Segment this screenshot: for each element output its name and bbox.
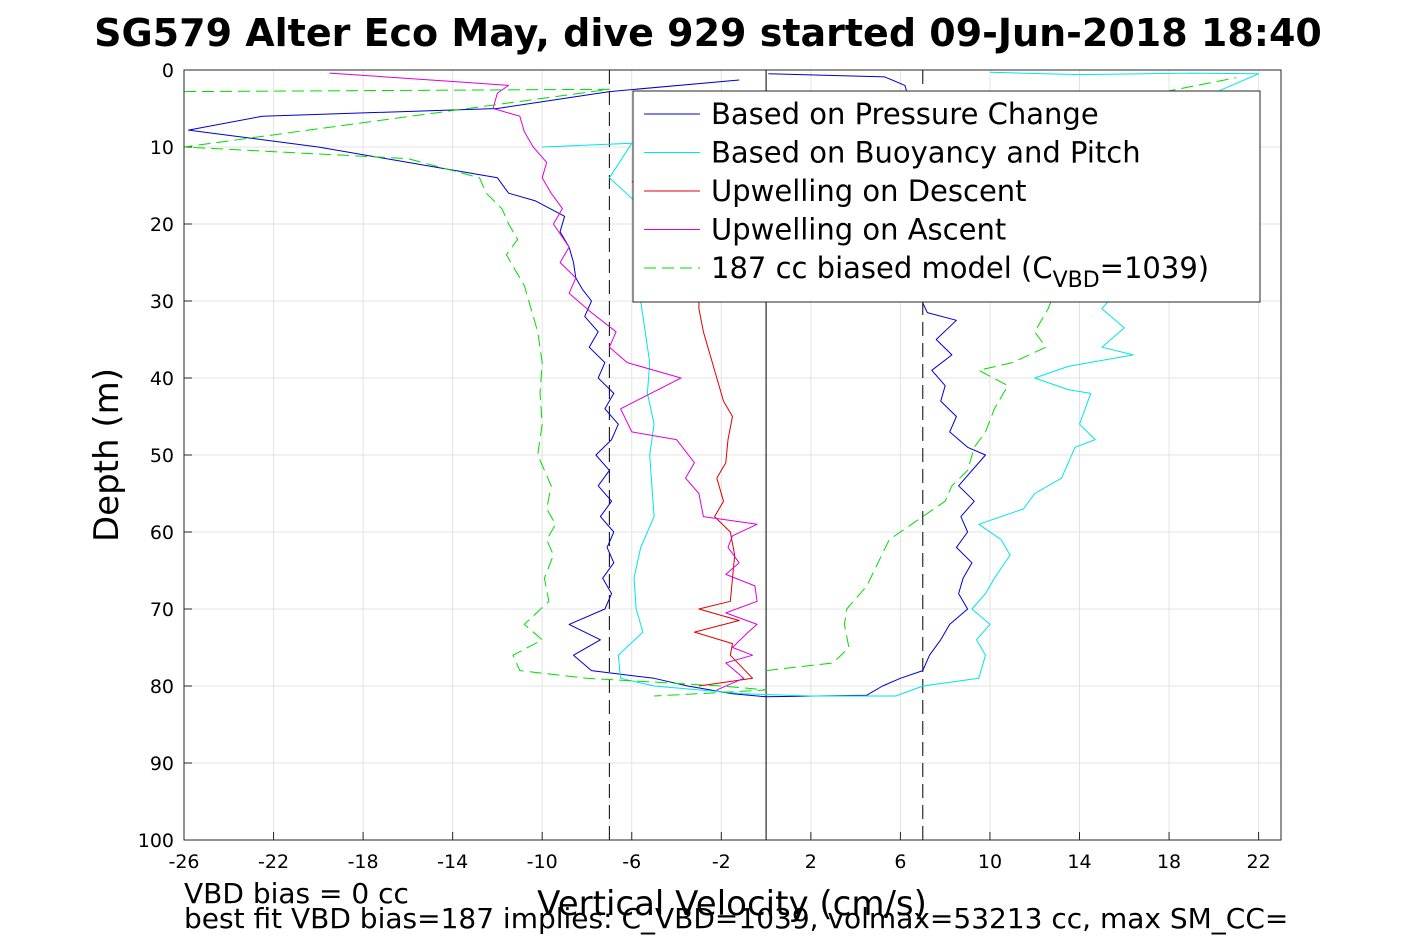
chart-title: SG579 Alter Eco May, dive 929 started 09… xyxy=(94,11,1322,55)
x-tick-label: 10 xyxy=(978,851,1002,873)
y-tick-label: 70 xyxy=(150,599,174,621)
axes-frame xyxy=(183,69,1282,841)
legend-label-subscript: VBD xyxy=(1053,268,1100,293)
legend-label-suffix: =1039) xyxy=(1100,251,1209,285)
legend-label-prefix: 187 cc biased model (C xyxy=(711,251,1053,285)
y-axis-label: Depth (m) xyxy=(87,368,127,542)
annotation-vbd-bias: VBD bias = 0 cc xyxy=(184,877,409,910)
x-tick-labels: -26 -22 -18 -14 -10 -6 -2 2 6 10 14 18 22 xyxy=(168,851,1270,873)
x-tick-label: 22 xyxy=(1247,851,1271,873)
x-tick-label: -14 xyxy=(437,851,468,873)
x-tick-label: -18 xyxy=(348,851,379,873)
series-line-0 xyxy=(188,73,986,698)
legend-label: Upwelling on Ascent xyxy=(711,213,1006,247)
x-tick-label: -10 xyxy=(527,851,558,873)
legend-label: Based on Buoyancy and Pitch xyxy=(711,136,1141,170)
legend-box xyxy=(632,90,1261,303)
y-tick-label: 80 xyxy=(150,676,174,698)
legend-label: Based on Pressure Change xyxy=(711,97,1099,131)
legend-label: Upwelling on Descent xyxy=(711,174,1027,208)
x-axis-label: Vertical Velocity (cm/s) xyxy=(537,884,927,924)
y-tick-label: 90 xyxy=(150,753,174,775)
x-tick-label: -2 xyxy=(712,851,731,873)
y-tick-labels: 0 10 20 30 40 50 60 70 80 90 100 xyxy=(138,60,174,852)
annotation-best-fit: best fit VBD bias=187 implies: C_VBD=103… xyxy=(184,902,1288,935)
y-tick-label: 50 xyxy=(150,445,174,467)
legend: Based on Pressure Change Based on Buoyanc… xyxy=(632,90,1261,303)
y-tick-label: 20 xyxy=(150,214,174,236)
y-tick-label: 10 xyxy=(150,137,174,159)
x-tick-label: 14 xyxy=(1067,851,1091,873)
y-tick-label: 0 xyxy=(162,60,174,82)
x-tick-label: -6 xyxy=(622,851,641,873)
y-tick-label: 40 xyxy=(150,368,174,390)
x-tick-label: -26 xyxy=(168,851,199,873)
legend-label: 187 cc biased model (CVBD=1039) xyxy=(711,251,1209,293)
x-tick-label: 2 xyxy=(805,851,817,873)
y-tick-label: 60 xyxy=(150,522,174,544)
series-line-3 xyxy=(329,72,758,691)
y-tick-label: 30 xyxy=(150,291,174,313)
x-tick-label: -22 xyxy=(258,851,289,873)
x-tick-label: 6 xyxy=(894,851,906,873)
series-line-5 xyxy=(766,77,1237,672)
y-tick-label: 100 xyxy=(138,830,174,852)
x-tick-label: 18 xyxy=(1157,851,1181,873)
